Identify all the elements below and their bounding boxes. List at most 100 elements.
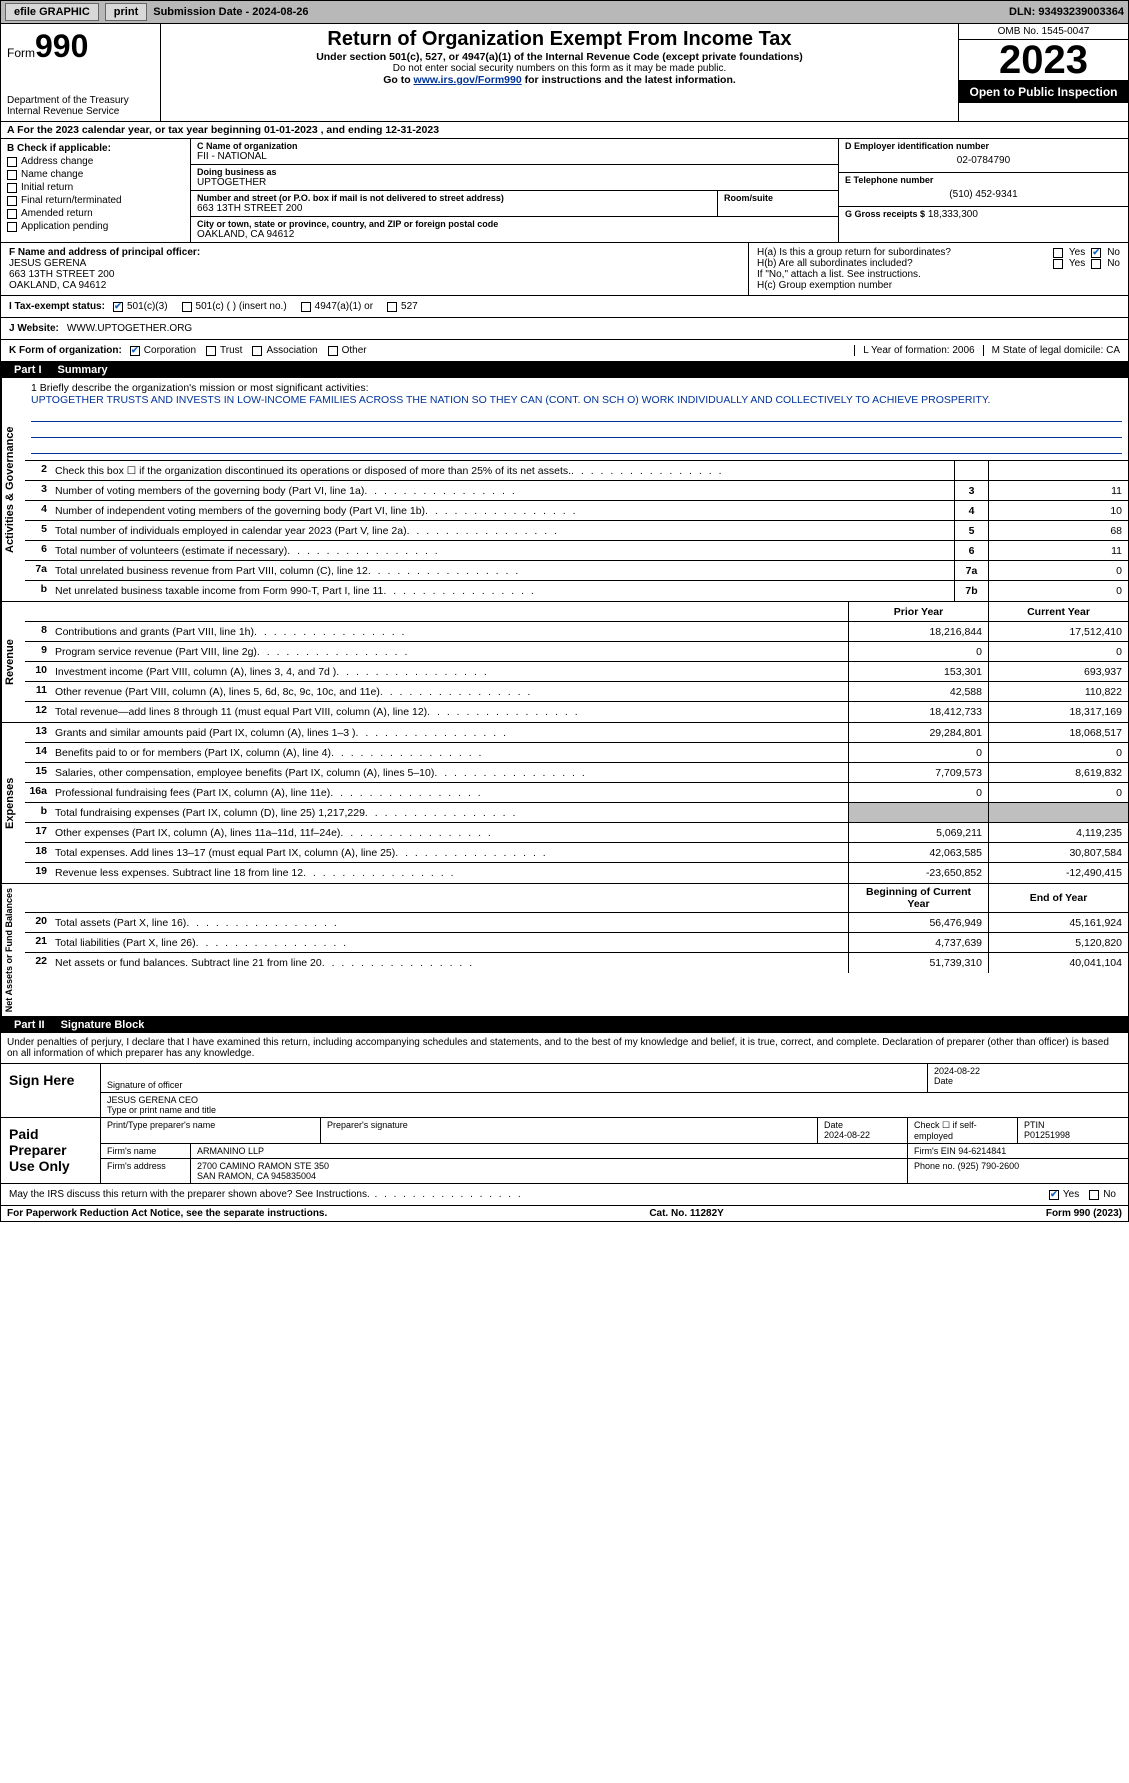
- submission-date: Submission Date - 2024-08-26: [153, 6, 308, 18]
- efile-button[interactable]: efile GRAPHIC: [5, 3, 99, 21]
- firm-ein-label: Firm's EIN: [914, 1146, 956, 1156]
- lbl-trust: Trust: [220, 345, 242, 356]
- prep-date: 2024-08-22: [824, 1130, 870, 1140]
- prep-date-label: Date: [824, 1120, 843, 1130]
- summary-line: 13Grants and similar amounts paid (Part …: [25, 723, 1128, 743]
- phone-label: E Telephone number: [845, 175, 1122, 185]
- sign-here-block: Sign Here Signature of officer 2024-08-2…: [0, 1064, 1129, 1118]
- check-corp[interactable]: [130, 346, 140, 356]
- lbl-527: 527: [401, 301, 418, 312]
- summary-line: 18Total expenses. Add lines 13–17 (must …: [25, 843, 1128, 863]
- hb-yes-lbl: Yes: [1069, 258, 1085, 269]
- form-org-label: K Form of organization:: [9, 345, 122, 356]
- firm-addr: 2700 CAMINO RAMON STE 350 SAN RAMON, CA …: [191, 1159, 908, 1183]
- discuss-with-preparer: May the IRS discuss this return with the…: [0, 1184, 1129, 1206]
- summary-line: 4Number of independent voting members of…: [25, 501, 1128, 521]
- summary-line: bNet unrelated business taxable income f…: [25, 581, 1128, 601]
- summary-line: 9Program service revenue (Part VIII, lin…: [25, 642, 1128, 662]
- discuss-yes-lbl: Yes: [1063, 1189, 1079, 1200]
- check-trust[interactable]: [206, 346, 216, 356]
- firm-ein: 94-6214841: [958, 1146, 1006, 1156]
- print-button[interactable]: print: [105, 3, 147, 21]
- hb-yes-check[interactable]: [1053, 259, 1063, 269]
- ptin-value: P01251998: [1024, 1130, 1070, 1140]
- sign-here-label: Sign Here: [1, 1064, 101, 1117]
- check-501c3[interactable]: [113, 302, 123, 312]
- row-f-officer: F Name and address of principal officer:…: [0, 242, 1129, 296]
- lbl-amended: Amended return: [21, 208, 93, 219]
- year-formation: L Year of formation: 2006: [854, 345, 974, 356]
- summary-line: 14Benefits paid to or for members (Part …: [25, 743, 1128, 763]
- sig-officer-label: Signature of officer: [107, 1080, 921, 1090]
- lbl-501c3: 501(c)(3): [127, 301, 168, 312]
- top-toolbar: efile GRAPHIC print Submission Date - 20…: [0, 0, 1129, 24]
- summary-line: 7aTotal unrelated business revenue from …: [25, 561, 1128, 581]
- hb-subordinates: H(b) Are all subordinates included? Yes …: [757, 258, 1120, 269]
- cell-gross: G Gross receipts $ 18,333,300: [839, 207, 1128, 222]
- lbl-assoc: Association: [266, 345, 317, 356]
- ha-yes-check[interactable]: [1053, 248, 1063, 258]
- firm-phone: (925) 790-2600: [958, 1161, 1020, 1171]
- check-name-change[interactable]: [7, 170, 17, 180]
- net-header-row: Beginning of Current Year End of Year: [25, 884, 1128, 913]
- ein-label: D Employer identification number: [845, 141, 1122, 151]
- street-value: 663 13TH STREET 200: [197, 203, 711, 214]
- check-amended[interactable]: [7, 209, 17, 219]
- summary-line: 20Total assets (Part X, line 16)56,476,9…: [25, 913, 1128, 933]
- dba-value: UPTOGETHER: [197, 177, 832, 188]
- summary-line: 12Total revenue—add lines 8 through 11 (…: [25, 702, 1128, 722]
- ha-label: H(a) Is this a group return for subordin…: [757, 247, 1047, 258]
- check-assoc[interactable]: [252, 346, 262, 356]
- officer-name-title: JESUS GERENA CEO: [107, 1095, 1122, 1105]
- dba-label: Doing business as: [197, 167, 832, 177]
- hb-no-check[interactable]: [1091, 259, 1101, 269]
- paperwork-notice: For Paperwork Reduction Act Notice, see …: [7, 1208, 327, 1219]
- irs-link[interactable]: www.irs.gov/Form990: [414, 74, 522, 86]
- lbl-address-change: Address change: [21, 156, 93, 167]
- summary-line: 19Revenue less expenses. Subtract line 1…: [25, 863, 1128, 883]
- lbl-4947: 4947(a)(1) or: [315, 301, 373, 312]
- ha-no-check[interactable]: [1091, 248, 1101, 258]
- discuss-yes-check[interactable]: [1049, 1190, 1059, 1200]
- check-app-pending[interactable]: [7, 222, 17, 232]
- open-public-badge: Open to Public Inspection: [959, 81, 1128, 103]
- col-current-year: Current Year: [988, 602, 1128, 621]
- mission-blank-line: [31, 408, 1122, 422]
- form-990-label: Form 990 (2023): [1046, 1208, 1122, 1219]
- check-address-change[interactable]: [7, 157, 17, 167]
- firm-name: ARMANINO LLP: [191, 1144, 908, 1158]
- paid-preparer-block: Paid Preparer Use Only Print/Type prepar…: [0, 1118, 1129, 1184]
- summary-line: 16aProfessional fundraising fees (Part I…: [25, 783, 1128, 803]
- summary-line: 15Salaries, other compensation, employee…: [25, 763, 1128, 783]
- check-4947[interactable]: [301, 302, 311, 312]
- summary-line: 11Other revenue (Part VIII, column (A), …: [25, 682, 1128, 702]
- page-footer: For Paperwork Reduction Act Notice, see …: [0, 1206, 1129, 1222]
- check-527[interactable]: [387, 302, 397, 312]
- check-501c[interactable]: [182, 302, 192, 312]
- prep-name-label: Print/Type preparer's name: [101, 1118, 321, 1143]
- firm-addr-label: Firm's address: [101, 1159, 191, 1183]
- check-initial-return[interactable]: [7, 183, 17, 193]
- gross-label: G Gross receipts $: [845, 209, 925, 219]
- row-a-tax-year: A For the 2023 calendar year, or tax yea…: [0, 122, 1129, 139]
- hb-no-lbl: No: [1107, 258, 1120, 269]
- mission-question: 1 Briefly describe the organization's mi…: [31, 382, 1122, 394]
- vtab-net: Net Assets or Fund Balances: [1, 884, 25, 1016]
- row-j-website: J Website: WWW.UPTOGETHER.ORG: [0, 318, 1129, 340]
- discuss-label: May the IRS discuss this return with the…: [9, 1189, 1049, 1200]
- check-final-return[interactable]: [7, 196, 17, 206]
- mission-blank-line: [31, 440, 1122, 454]
- officer-addr1: 663 13TH STREET 200: [9, 269, 740, 280]
- discuss-no-check[interactable]: [1089, 1190, 1099, 1200]
- dln-label: DLN: 93493239003364: [1009, 6, 1124, 18]
- check-other[interactable]: [328, 346, 338, 356]
- mission-blank-line: [31, 424, 1122, 438]
- section-net-assets: Net Assets or Fund Balances Beginning of…: [0, 884, 1129, 1017]
- section-activities-governance: Activities & Governance 1 Briefly descri…: [0, 378, 1129, 602]
- summary-line: bTotal fundraising expenses (Part IX, co…: [25, 803, 1128, 823]
- prep-sig-label: Preparer's signature: [321, 1118, 818, 1143]
- col-b-checkboxes: B Check if applicable: Address change Na…: [1, 139, 191, 242]
- hb-label: H(b) Are all subordinates included?: [757, 258, 1047, 269]
- summary-line: 22Net assets or fund balances. Subtract …: [25, 953, 1128, 973]
- city-label: City or town, state or province, country…: [197, 219, 832, 229]
